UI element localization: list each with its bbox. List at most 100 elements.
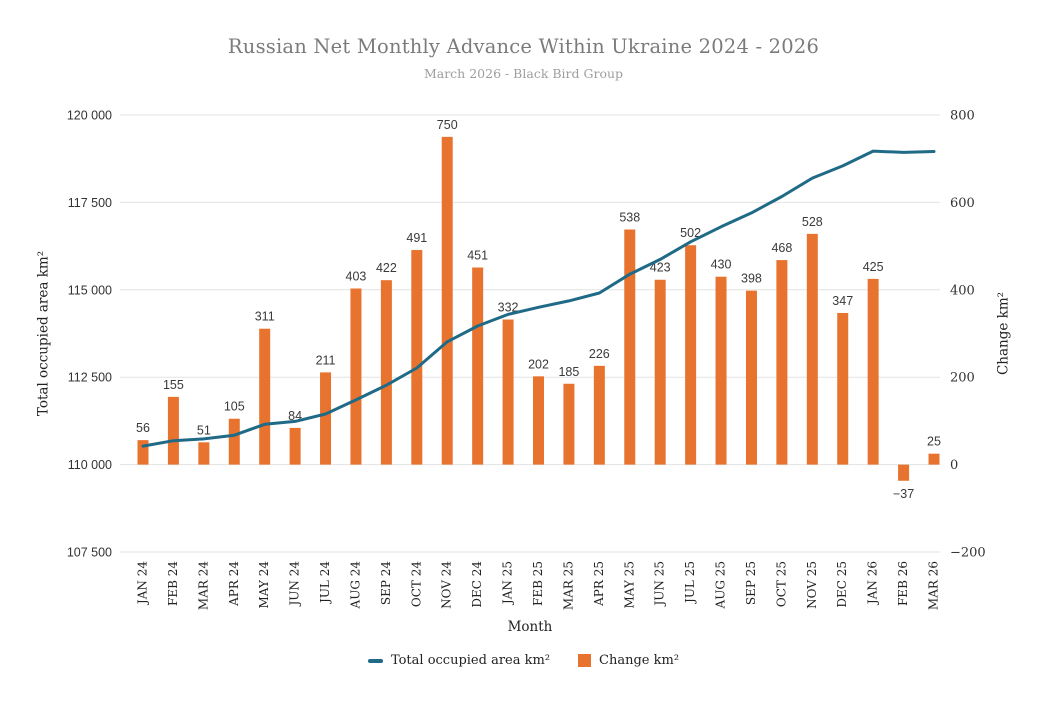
bar-may-24 (259, 328, 271, 465)
bar-jan-26 (867, 278, 879, 465)
bar-feb-26 (898, 464, 910, 481)
bar-jul-24 (320, 372, 332, 465)
right-axis-tick: 600 (950, 196, 975, 211)
bar-value-label: 51 (197, 423, 211, 437)
x-axis-label: FEB 24 (166, 561, 180, 606)
x-axis-label: SEP 25 (744, 561, 758, 605)
bar-value-label: 403 (346, 269, 367, 283)
x-axis-label: MAR 26 (927, 561, 941, 610)
bar-value-label: 56 (136, 421, 150, 435)
legend-label-total-occupied-area: Total occupied area km² (390, 653, 551, 668)
bar-value-label: 750 (437, 118, 458, 132)
right-axis-tick: 800 (950, 109, 975, 124)
bar-value-label: 528 (802, 215, 823, 229)
x-axis-label: JUN 25 (653, 561, 667, 608)
left-axis-tick: 107 500 (67, 546, 112, 560)
total-occupied-area-line (141, 149, 936, 448)
x-axis-label: MAR 24 (196, 561, 210, 610)
bar-oct-25 (776, 260, 788, 465)
x-axis-label: JUL 25 (683, 561, 697, 605)
bar-value-label: 491 (406, 231, 427, 245)
bar-value-label: 202 (528, 357, 549, 371)
bar-value-label: 425 (863, 260, 884, 274)
bar-feb-24 (167, 396, 179, 465)
bar-jul-25 (685, 245, 697, 465)
bar-sep-25 (745, 290, 757, 465)
right-axis-tick: −200 (950, 546, 986, 561)
left-axis-tick: 110 000 (68, 458, 112, 472)
chart-title: Russian Net Monthly Advance Within Ukrai… (227, 35, 820, 58)
bar-aug-25 (715, 276, 727, 465)
x-axis-label: NOV 24 (440, 561, 454, 609)
x-axis-label: APR 24 (227, 561, 241, 607)
bar-jan-25 (502, 319, 514, 465)
bar-jan-24 (137, 440, 149, 465)
bar-value-label: 430 (711, 258, 732, 272)
left-axis-tick: 112 500 (68, 371, 112, 385)
bar-series-swatch (578, 654, 592, 667)
bar-mar-26 (928, 453, 940, 465)
x-axis-label: MAY 24 (257, 561, 271, 609)
x-axis-label: FEB 26 (896, 561, 910, 606)
bar-value-label: 226 (589, 347, 610, 361)
bar-nov-24 (441, 136, 453, 465)
bar-value-label: 211 (316, 353, 336, 367)
bar-value-label: 502 (680, 226, 701, 240)
right-axis-title: Change km² (996, 292, 1012, 375)
bar-value-label: 185 (558, 365, 579, 379)
x-axis-label: MAY 25 (622, 561, 636, 608)
bar-value-label: 423 (650, 261, 671, 275)
x-axis-label: JUN 24 (288, 561, 302, 608)
bar-value-label: 538 (619, 210, 640, 224)
bar-value-label: 105 (224, 400, 245, 414)
chart-legend: Total occupied area km² Change km² (0, 653, 1047, 668)
right-axis-tick: 400 (950, 283, 975, 298)
x-axis-label: NOV 25 (805, 561, 819, 609)
x-axis-label: DEC 25 (835, 561, 849, 608)
bar-dec-24 (472, 267, 484, 465)
x-axis-label: JAN 26 (866, 561, 880, 606)
bar-mar-25 (563, 383, 575, 465)
x-axis-label: SEP 24 (379, 561, 393, 606)
bar-oct-24 (411, 250, 423, 465)
bar-apr-25 (593, 365, 605, 465)
x-axis-label: JAN 24 (136, 561, 150, 606)
x-axis-title: Month (508, 619, 553, 635)
bar-aug-24 (350, 288, 362, 465)
bar-value-label: 155 (163, 378, 184, 392)
bar-value-label: 332 (498, 301, 519, 315)
x-axis-label: JAN 25 (501, 561, 515, 606)
left-axis-tick: 117 500 (68, 196, 112, 210)
bar-may-25 (624, 229, 636, 465)
x-axis-label: OCT 24 (409, 561, 423, 607)
legend-item-change: Change km² (578, 653, 679, 668)
bar-value-label: 311 (255, 310, 275, 324)
bar-value-label: 468 (771, 241, 792, 255)
x-axis-label: APR 25 (592, 561, 606, 607)
bar-value-label: 347 (832, 294, 853, 308)
bar-jun-24 (289, 427, 301, 465)
left-axis-title: Total occupied area km² (36, 251, 52, 416)
bar-feb-25 (533, 376, 544, 465)
bar-value-label: 451 (467, 249, 488, 263)
bar-value-label: 25 (927, 435, 941, 449)
legend-item-total-occupied-area: Total occupied area km² (367, 653, 551, 668)
left-axis-tick: 120 000 (67, 109, 112, 123)
x-axis-label: AUG 24 (348, 561, 362, 610)
right-axis-tick: 0 (950, 458, 958, 473)
bar-dec-25 (837, 312, 849, 465)
x-axis-label: DEC 24 (470, 561, 484, 608)
right-axis-tick: 200 (950, 371, 975, 386)
x-axis-label: AUG 25 (714, 561, 728, 609)
bar-value-label: 398 (741, 272, 762, 286)
bar-nov-25 (806, 233, 818, 465)
x-axis-label: JUL 24 (318, 561, 332, 605)
line-series-swatch (367, 658, 383, 663)
bar-apr-24 (228, 418, 240, 465)
x-axis-label: MAR 25 (561, 561, 575, 610)
legend-label-change: Change km² (599, 653, 680, 668)
left-axis-tick: 115 000 (68, 283, 112, 297)
bar-jun-25 (654, 279, 666, 465)
